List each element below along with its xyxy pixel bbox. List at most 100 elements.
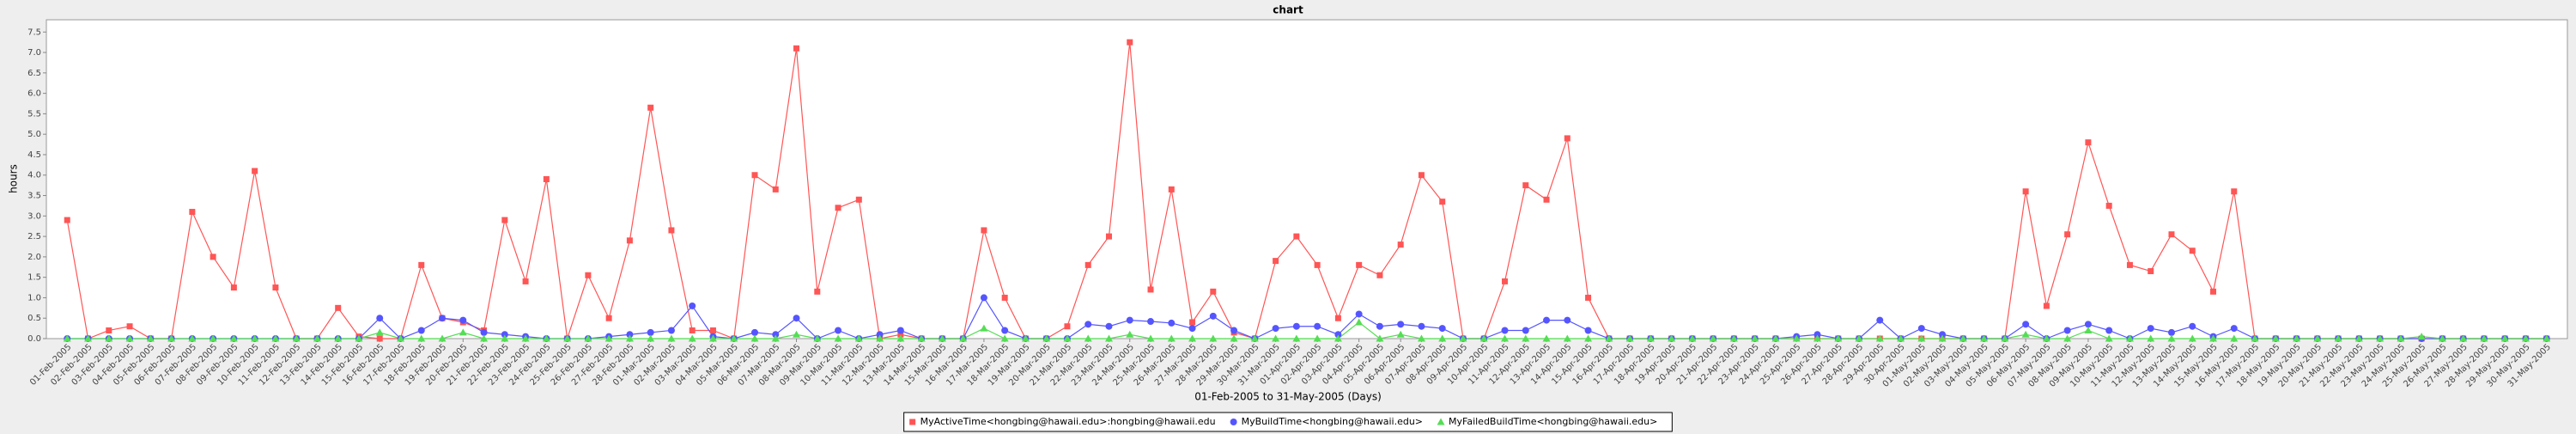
point	[521, 334, 530, 342]
point	[1479, 334, 1488, 342]
point	[750, 334, 759, 342]
point	[355, 334, 363, 342]
point	[1168, 319, 1176, 327]
point	[396, 334, 404, 342]
point	[459, 328, 467, 336]
point	[2293, 334, 2301, 342]
y-tick-label: 5.5	[27, 109, 41, 119]
point	[2397, 334, 2405, 342]
point	[1688, 334, 1697, 342]
point	[1313, 334, 1321, 342]
point	[1668, 334, 1676, 342]
point	[480, 328, 488, 336]
legend-label: MyActiveTime<hongbing@hawaii.edu>:hongbi…	[920, 416, 1216, 427]
point	[1104, 334, 1113, 342]
point	[189, 209, 196, 216]
point	[501, 331, 508, 339]
point	[2043, 303, 2050, 309]
point	[1980, 334, 1989, 342]
y-tick-label: 2.5	[27, 232, 41, 241]
point	[1209, 334, 1218, 342]
point	[2147, 334, 2155, 342]
point	[2084, 326, 2093, 333]
point	[1376, 334, 1384, 342]
point	[1314, 261, 1321, 268]
point	[854, 334, 863, 342]
point	[2543, 334, 2551, 342]
point	[1397, 321, 1405, 328]
point	[2459, 334, 2468, 342]
plot-area	[46, 19, 2568, 339]
point	[1042, 334, 1051, 342]
x-axis-label: 01-Feb-2005 to 31-May-2005 (Days)	[1194, 391, 1382, 403]
point	[459, 316, 467, 324]
point	[125, 334, 134, 342]
point	[584, 334, 592, 342]
point	[1001, 327, 1009, 334]
point	[1314, 322, 1321, 330]
point	[1147, 318, 1155, 326]
point	[897, 331, 904, 338]
y-tick-label: 0.0	[27, 334, 41, 344]
point	[980, 294, 987, 302]
point	[876, 331, 884, 339]
point	[1418, 322, 1425, 330]
point	[229, 334, 238, 342]
point	[2230, 334, 2239, 342]
point	[334, 334, 343, 342]
point	[2063, 327, 2071, 334]
point	[730, 334, 738, 342]
point	[793, 330, 801, 338]
y-tick-label: 3.0	[27, 211, 41, 221]
point	[480, 334, 489, 342]
point	[1646, 334, 1655, 342]
point	[2251, 334, 2259, 342]
point	[585, 272, 592, 278]
point	[1542, 334, 1551, 342]
point	[1210, 288, 1217, 295]
point	[1584, 334, 1593, 342]
point	[2022, 188, 2029, 195]
point	[2168, 231, 2175, 238]
point	[2209, 334, 2218, 342]
point	[2313, 334, 2322, 342]
point	[1439, 199, 1446, 205]
point	[626, 331, 634, 339]
point	[2438, 334, 2446, 342]
point	[1126, 330, 1134, 338]
point	[708, 334, 717, 342]
point	[793, 45, 800, 52]
point	[209, 334, 217, 342]
point	[688, 334, 696, 342]
point	[63, 334, 71, 342]
series-line	[66, 42, 2547, 339]
series-line	[67, 296, 2547, 339]
point	[1334, 331, 1342, 339]
legend-label: MyBuildTime<hongbing@hawaii.edu>	[1242, 416, 1423, 427]
point	[1771, 334, 1780, 342]
point	[980, 324, 988, 332]
point	[167, 334, 176, 342]
point	[1813, 334, 1821, 342]
point	[1084, 321, 1092, 328]
point	[292, 334, 301, 342]
point	[1168, 186, 1175, 193]
point	[438, 334, 447, 342]
point	[1146, 334, 1155, 342]
point	[605, 334, 613, 342]
point	[2105, 202, 2112, 209]
point	[64, 217, 70, 223]
point	[1625, 334, 1634, 342]
point	[2021, 330, 2030, 338]
point	[126, 323, 133, 330]
y-tick-label: 3.5	[27, 192, 41, 201]
point	[2064, 231, 2071, 238]
point	[876, 334, 884, 342]
point	[439, 315, 447, 322]
point	[1376, 322, 1383, 330]
point	[1334, 334, 1342, 342]
point	[917, 334, 926, 342]
series-line	[67, 321, 2547, 339]
point	[501, 334, 509, 342]
